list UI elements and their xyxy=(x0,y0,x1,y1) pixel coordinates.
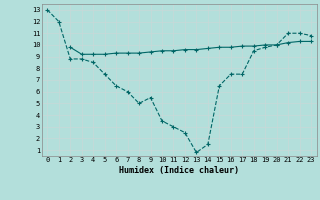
X-axis label: Humidex (Indice chaleur): Humidex (Indice chaleur) xyxy=(119,166,239,175)
